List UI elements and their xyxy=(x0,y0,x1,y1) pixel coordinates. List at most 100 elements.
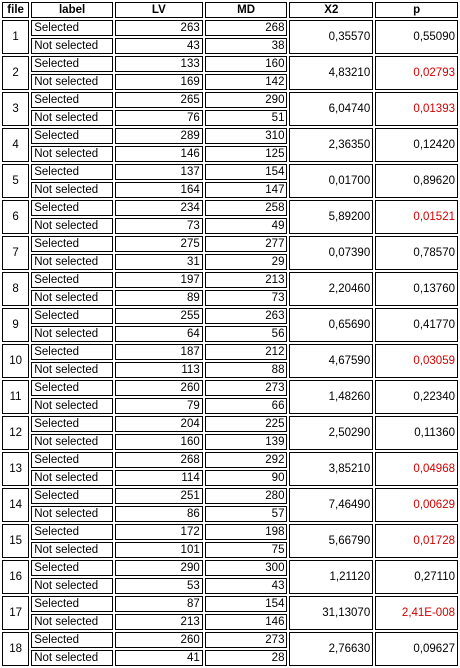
selected-md-value: 280 xyxy=(204,488,288,504)
table-row-selected: 8 Selected 197 213 2,20460 0,13760 xyxy=(2,272,458,306)
row-label-not-selected: Not selected xyxy=(31,38,113,54)
p-value: 0,22340 xyxy=(375,380,458,414)
table-row-not-selected: Not selected 64 56 xyxy=(2,326,458,342)
selected-md-value: 273 xyxy=(204,632,288,648)
selected-md-value: 212 xyxy=(204,344,288,360)
file-number: 9 xyxy=(2,308,30,342)
table-row-selected: 18 Selected 260 273 2,76630 0,09627 xyxy=(2,632,458,666)
row-label-selected: Selected xyxy=(31,560,113,576)
not-selected-lv-value: 79 xyxy=(114,398,203,414)
not-selected-md-value: 28 xyxy=(204,650,288,666)
selected-lv-value: 255 xyxy=(114,308,203,324)
not-selected-lv-value: 73 xyxy=(114,218,203,234)
file-number: 1 xyxy=(2,20,30,54)
row-label-not-selected: Not selected xyxy=(31,362,113,378)
row-label-selected: Selected xyxy=(31,524,113,540)
x2-value: 5,66790 xyxy=(289,524,374,558)
row-label-selected: Selected xyxy=(31,56,113,72)
file-number: 3 xyxy=(2,92,30,126)
not-selected-md-value: 146 xyxy=(204,614,288,630)
table-row-selected: 6 Selected 234 258 5,89200 0,01521 xyxy=(2,200,458,234)
not-selected-lv-value: 31 xyxy=(114,254,203,270)
file-number: 8 xyxy=(2,272,30,306)
not-selected-md-value: 73 xyxy=(204,290,288,306)
table-row-not-selected: Not selected 53 43 xyxy=(2,578,458,594)
not-selected-md-value: 125 xyxy=(204,146,288,162)
selected-md-value: 292 xyxy=(204,452,288,468)
p-value: 0,11360 xyxy=(375,416,458,450)
x2-value: 31,13070 xyxy=(289,596,374,630)
p-value: 0,01728 xyxy=(375,524,458,558)
selected-lv-value: 137 xyxy=(114,164,203,180)
table-row-not-selected: Not selected 79 66 xyxy=(2,398,458,414)
p-value: 0,01393 xyxy=(375,92,458,126)
selected-lv-value: 87 xyxy=(114,596,203,612)
selected-lv-value: 251 xyxy=(114,488,203,504)
x2-value: 0,07390 xyxy=(289,236,374,270)
p-value: 0,41770 xyxy=(375,308,458,342)
table-row-not-selected: Not selected 31 29 xyxy=(2,254,458,270)
file-number: 16 xyxy=(2,560,30,594)
row-label-not-selected: Not selected xyxy=(31,218,113,234)
not-selected-md-value: 57 xyxy=(204,506,288,522)
selected-md-value: 310 xyxy=(204,128,288,144)
selected-md-value: 263 xyxy=(204,308,288,324)
file-number: 18 xyxy=(2,632,30,666)
not-selected-lv-value: 86 xyxy=(114,506,203,522)
table-row-selected: 16 Selected 290 300 1,21120 0,27110 xyxy=(2,560,458,594)
selected-lv-value: 197 xyxy=(114,272,203,288)
not-selected-lv-value: 41 xyxy=(114,650,203,666)
row-label-selected: Selected xyxy=(31,596,113,612)
x2-value: 0,65690 xyxy=(289,308,374,342)
table-row-not-selected: Not selected 73 49 xyxy=(2,218,458,234)
not-selected-md-value: 88 xyxy=(204,362,288,378)
not-selected-md-value: 29 xyxy=(204,254,288,270)
x2-value: 4,67590 xyxy=(289,344,374,378)
row-label-selected: Selected xyxy=(31,164,113,180)
file-number: 7 xyxy=(2,236,30,270)
not-selected-md-value: 75 xyxy=(204,542,288,558)
selected-md-value: 154 xyxy=(204,164,288,180)
selected-lv-value: 204 xyxy=(114,416,203,432)
selected-lv-value: 133 xyxy=(114,56,203,72)
selected-md-value: 290 xyxy=(204,92,288,108)
row-label-selected: Selected xyxy=(31,308,113,324)
p-value: 0,09627 xyxy=(375,632,458,666)
p-value: 2,41E-008 xyxy=(375,596,458,630)
not-selected-md-value: 56 xyxy=(204,326,288,342)
not-selected-md-value: 147 xyxy=(204,182,288,198)
p-value: 0,55090 xyxy=(375,20,458,54)
selected-lv-value: 260 xyxy=(114,380,203,396)
not-selected-md-value: 43 xyxy=(204,578,288,594)
x2-value: 7,46490 xyxy=(289,488,374,522)
not-selected-md-value: 139 xyxy=(204,434,288,450)
table-row-selected: 13 Selected 268 292 3,85210 0,04968 xyxy=(2,452,458,486)
selected-md-value: 268 xyxy=(204,20,288,36)
row-label-not-selected: Not selected xyxy=(31,470,113,486)
row-label-not-selected: Not selected xyxy=(31,614,113,630)
p-value: 0,89620 xyxy=(375,164,458,198)
not-selected-lv-value: 53 xyxy=(114,578,203,594)
x2-value: 6,04740 xyxy=(289,92,374,126)
p-value: 0,27110 xyxy=(375,560,458,594)
row-label-selected: Selected xyxy=(31,200,113,216)
header-lv: LV xyxy=(114,2,203,18)
x2-value: 0,01700 xyxy=(289,164,374,198)
table-row-not-selected: Not selected 169 142 xyxy=(2,74,458,90)
header-file: file xyxy=(2,2,30,18)
x2-value: 5,89200 xyxy=(289,200,374,234)
row-label-selected: Selected xyxy=(31,452,113,468)
row-label-selected: Selected xyxy=(31,416,113,432)
p-value: 0,00629 xyxy=(375,488,458,522)
row-label-selected: Selected xyxy=(31,272,113,288)
not-selected-lv-value: 146 xyxy=(114,146,203,162)
not-selected-lv-value: 76 xyxy=(114,110,203,126)
selected-md-value: 154 xyxy=(204,596,288,612)
not-selected-md-value: 49 xyxy=(204,218,288,234)
row-label-selected: Selected xyxy=(31,20,113,36)
not-selected-lv-value: 101 xyxy=(114,542,203,558)
table-row-selected: 3 Selected 265 290 6,04740 0,01393 xyxy=(2,92,458,126)
not-selected-md-value: 51 xyxy=(204,110,288,126)
selected-lv-value: 275 xyxy=(114,236,203,252)
x2-value: 4,83210 xyxy=(289,56,374,90)
